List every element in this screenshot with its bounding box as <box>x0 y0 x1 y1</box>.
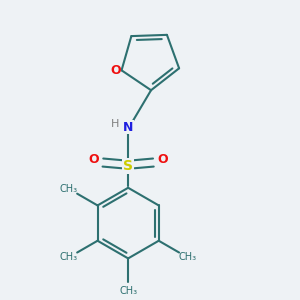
Text: O: O <box>158 153 168 167</box>
Text: O: O <box>88 153 99 167</box>
Text: H: H <box>110 119 119 129</box>
Text: O: O <box>110 64 121 77</box>
Text: CH₃: CH₃ <box>60 184 78 194</box>
Text: CH₃: CH₃ <box>119 286 137 296</box>
Text: N: N <box>123 121 133 134</box>
Text: S: S <box>123 159 133 173</box>
Text: CH₃: CH₃ <box>60 252 78 262</box>
Text: CH₃: CH₃ <box>178 252 196 262</box>
